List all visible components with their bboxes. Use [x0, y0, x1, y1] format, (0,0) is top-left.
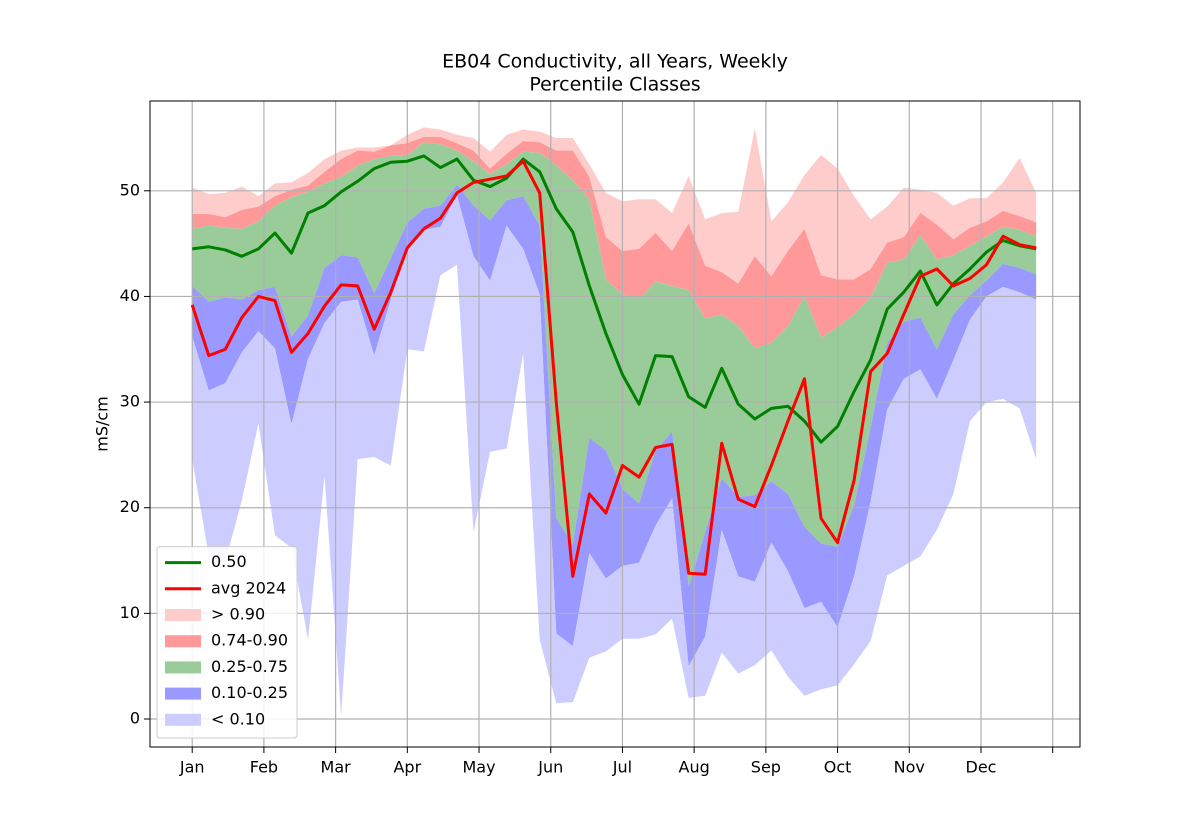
series-line	[192, 154, 1037, 444]
legend-swatch	[165, 687, 201, 700]
legend: 0.50 avg 2024 > 0.90 0.74-0.90 0.25-0.75 0.10…	[156, 546, 298, 739]
legend-label: > 0.90	[211, 605, 265, 624]
legend-label: 0.50	[211, 552, 247, 571]
legend-swatch	[165, 661, 201, 674]
y-tick-label: 0	[130, 709, 140, 728]
y-tick-label: 10	[120, 603, 140, 622]
x-tick-label: Jan	[179, 758, 205, 777]
x-tick-label: Feb	[250, 758, 278, 777]
x-tick-label: Jun	[537, 758, 563, 777]
legend-label: 0.74-0.90	[211, 631, 288, 650]
x-tick-label: Jul	[612, 758, 632, 777]
x-tick-label: Oct	[824, 758, 852, 777]
x-tick-label: Apr	[393, 758, 421, 777]
legend-swatch	[165, 713, 201, 726]
legend-label: avg 2024	[211, 578, 286, 597]
y-axis-label: mS/cm	[93, 396, 112, 452]
y-tick-label: 50	[120, 180, 140, 199]
legend-label: 0.10-0.25	[211, 683, 288, 702]
percentile-band	[192, 136, 1037, 349]
percentile-band	[192, 184, 1037, 667]
y-tick-label: 20	[120, 497, 140, 516]
legend-label: 0.25-0.75	[211, 657, 288, 676]
x-tick-label: Nov	[894, 758, 925, 777]
percentile-band	[192, 195, 1037, 716]
percentile-band	[192, 127, 1037, 284]
legend-label: < 0.10	[211, 709, 265, 728]
chart-subtitle: Percentile Classes	[529, 74, 700, 96]
y-tick-label: 40	[120, 286, 140, 305]
plot-frame	[149, 100, 1081, 748]
x-tick-label: Mar	[321, 758, 352, 777]
x-tick-label: May	[462, 758, 495, 777]
series-line	[190, 159, 1037, 578]
x-tick-label: Sep	[751, 758, 781, 777]
x-tick-label: Aug	[679, 758, 710, 777]
y-tick-label: 30	[120, 392, 140, 411]
x-tick-label: Dec	[966, 758, 997, 777]
chart-title: EB04 Conductivity, all Years, Weekly	[442, 51, 788, 73]
legend-swatch	[165, 609, 201, 621]
percentile-band	[192, 142, 1037, 587]
legend-swatch	[165, 635, 201, 648]
